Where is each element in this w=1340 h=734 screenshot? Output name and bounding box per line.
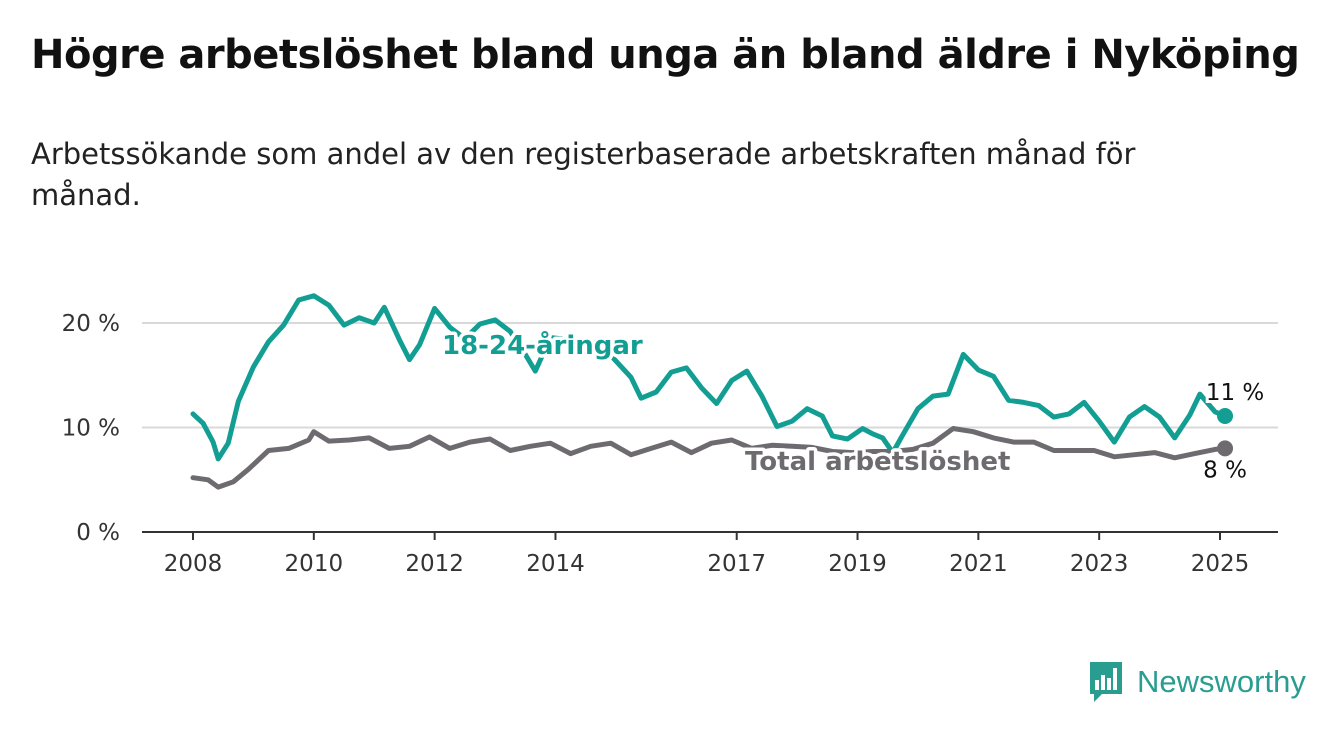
chart-subtitle: Arbetssökande som andel av den registerb… (31, 137, 1136, 212)
x-tick-label: 2021 (949, 551, 1008, 577)
y-tick-label: 0 % (76, 520, 120, 546)
series-label-total: Total arbetslöshet (745, 447, 1010, 477)
newsworthy-logo-icon (1090, 662, 1122, 702)
end-point-youth (1217, 408, 1234, 425)
newsworthy-logo[interactable]: Newsworthy (1088, 660, 1306, 704)
x-tick-label: 2023 (1070, 551, 1129, 577)
end-point-total (1217, 440, 1234, 457)
series-lines (190, 293, 1234, 490)
end-label-youth: 11 % (1206, 380, 1264, 406)
x-tick-label: 2025 (1191, 551, 1250, 577)
series-line-total (190, 426, 1228, 490)
x-tick-label: 2014 (526, 551, 585, 577)
series-labels: 18-24-åringar Total arbetslöshet 11 % 8 % (439, 326, 1268, 487)
series-line-youth (190, 293, 1228, 462)
x-tick-label: 2008 (164, 551, 223, 577)
x-tick-label: 2019 (828, 551, 887, 577)
axes: 0 % 10 % 20 % 2008 2010 2012 2014 2017 2019 2021 2… (62, 311, 1278, 577)
x-tick-label: 2010 (285, 551, 344, 577)
y-tick-label: 20 % (62, 311, 120, 337)
series-label-youth: 18-24-åringar (442, 329, 643, 361)
gridlines (142, 322, 1278, 429)
y-tick-label: 10 % (62, 416, 120, 442)
end-label-total: 8 % (1203, 457, 1247, 483)
brand-name: Newsworthy (1137, 664, 1306, 699)
x-tick-label: 2012 (405, 551, 464, 577)
x-tick-label: 2017 (707, 551, 766, 577)
chart-title: Högre arbetslöshet bland unga än bland ä… (31, 32, 1300, 78)
